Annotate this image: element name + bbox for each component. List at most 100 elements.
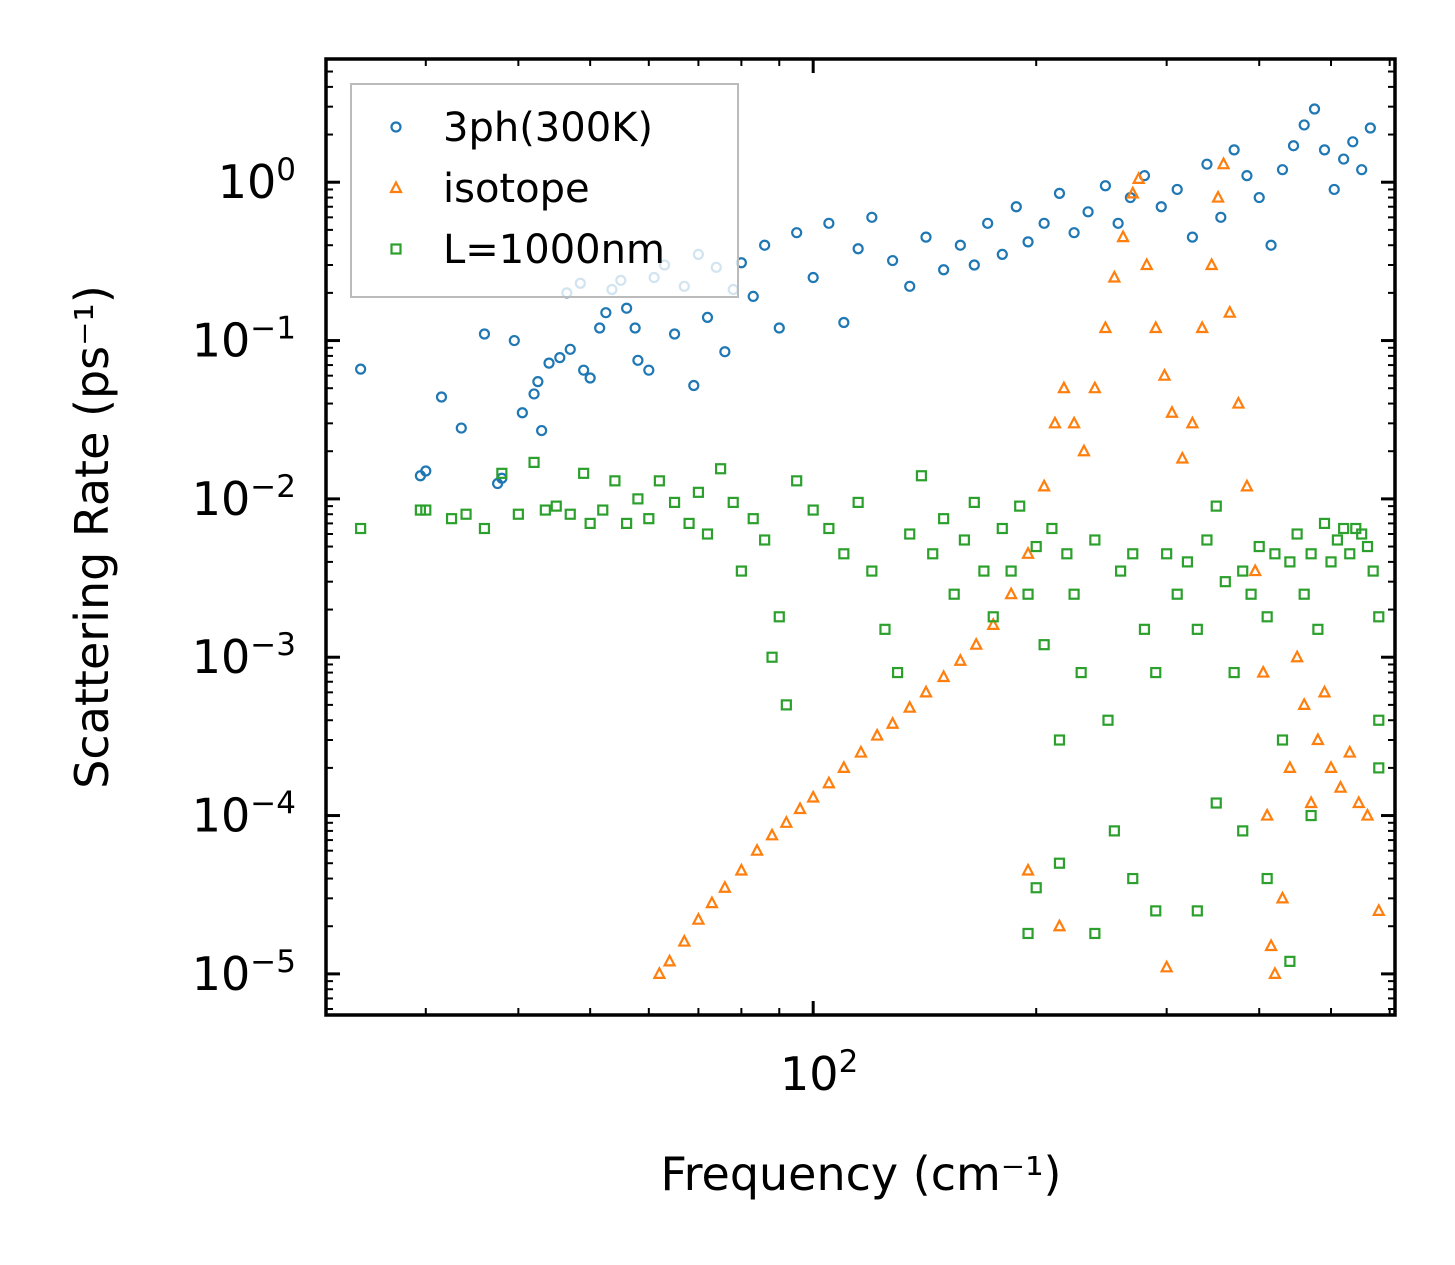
legend-label: isotope (443, 166, 590, 212)
data-point (677, 933, 692, 947)
data-point (1268, 966, 1282, 979)
data-point (978, 565, 990, 577)
data-point (1053, 857, 1066, 869)
data-point (578, 467, 590, 479)
data-point (1159, 959, 1174, 973)
data-point (747, 290, 759, 303)
data-point (735, 565, 747, 577)
data-point (1148, 320, 1163, 334)
data-point (1201, 534, 1213, 546)
data-point (996, 522, 1008, 535)
data-point (621, 302, 633, 314)
data-point (879, 623, 891, 635)
data-point (688, 379, 700, 392)
data-point (1211, 189, 1225, 203)
data-point (727, 496, 739, 509)
data-point (734, 862, 749, 876)
data-point (1155, 201, 1167, 213)
tick-label: 10−4 (192, 786, 296, 843)
data-point (750, 842, 764, 856)
data-point (578, 364, 590, 376)
data-point (1373, 762, 1385, 774)
data-point (1038, 639, 1050, 651)
data-point (554, 352, 566, 364)
legend-marker-triangle (389, 180, 403, 194)
data-point (773, 322, 785, 334)
data-point (528, 388, 540, 400)
data-point (1014, 500, 1026, 512)
data-point (1165, 404, 1179, 418)
data-point (838, 548, 850, 560)
data-point (1261, 872, 1273, 885)
data-point (420, 504, 432, 516)
data-point (653, 475, 665, 487)
data-point (852, 496, 864, 509)
data-point (1373, 611, 1385, 623)
data-point (460, 508, 472, 520)
data-point (954, 239, 966, 251)
data-point (1057, 380, 1071, 394)
tick-label: 10−3 (192, 627, 296, 684)
data-point (759, 534, 771, 546)
data-point (1245, 588, 1257, 600)
data-point (1191, 623, 1203, 635)
data-point (780, 699, 792, 711)
data-point (629, 322, 641, 334)
data-point (718, 879, 732, 893)
data-point (1308, 103, 1321, 115)
data-point (1260, 807, 1274, 821)
data-point (1298, 119, 1310, 131)
data-point (1005, 565, 1017, 577)
data-point (793, 801, 807, 815)
data-point (1171, 183, 1183, 196)
data-point (1088, 380, 1102, 394)
data-point (1253, 191, 1265, 204)
data-point (1127, 872, 1139, 885)
data-point (478, 328, 491, 340)
data-point (1291, 528, 1303, 540)
data-point (1075, 666, 1087, 679)
data-point (1021, 862, 1035, 876)
data-point (1175, 450, 1190, 464)
data-point (1338, 153, 1350, 165)
data-point (838, 316, 850, 329)
data-point (1275, 890, 1290, 904)
data-point (584, 517, 596, 530)
data-point (870, 727, 884, 741)
data-point (1022, 236, 1034, 248)
data-point (1333, 779, 1348, 793)
data-point (1022, 927, 1034, 940)
data-point (1256, 664, 1271, 678)
data-point (902, 699, 917, 713)
data-point (1046, 522, 1058, 535)
data-point (891, 666, 904, 679)
data-point (1038, 217, 1050, 229)
data-point (584, 372, 596, 384)
data-point (958, 534, 971, 546)
data-point (643, 513, 655, 525)
data-point (1127, 548, 1139, 560)
data-point (1171, 588, 1183, 600)
data-point (1356, 164, 1368, 176)
data-marks (355, 103, 1386, 979)
data-point (904, 528, 916, 540)
data-point (1150, 666, 1162, 679)
series-square (355, 456, 1385, 967)
data-point (564, 343, 576, 355)
data-point (747, 513, 759, 525)
data-point (1361, 540, 1374, 553)
data-point (854, 744, 868, 758)
data-point (1317, 684, 1332, 698)
data-point (1116, 229, 1130, 243)
data-point (1010, 201, 1022, 213)
data-point (1210, 797, 1222, 809)
data-point (1068, 588, 1080, 600)
data-point (643, 364, 655, 376)
data-point (1325, 556, 1337, 568)
data-point (621, 517, 633, 530)
series-triangle (652, 156, 1386, 979)
data-point (420, 465, 432, 477)
data-point (1318, 517, 1331, 530)
data-point (823, 522, 835, 535)
